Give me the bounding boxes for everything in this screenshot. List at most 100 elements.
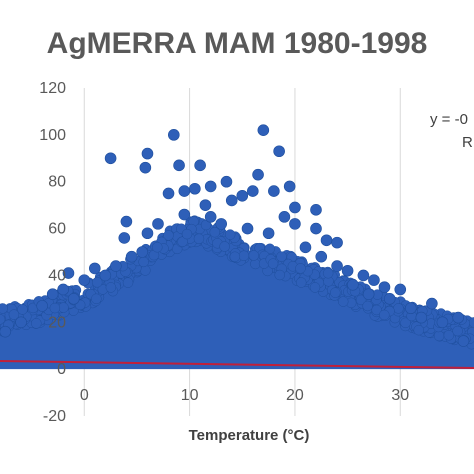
scatter-point [46, 288, 59, 300]
scatter-point [452, 325, 463, 337]
scatter-point [139, 161, 152, 174]
scatter-point [331, 236, 343, 249]
scatter-point [136, 246, 148, 258]
scatter-point [163, 230, 174, 241]
scatter-point [120, 215, 133, 228]
scatter-point [331, 260, 343, 272]
scatter-point [341, 264, 354, 277]
scatter-point [309, 282, 321, 293]
scatter-point [118, 232, 131, 244]
scatter-point [15, 316, 27, 329]
scatter-point [125, 250, 138, 263]
x-axis-ticks: 0 10 20 30 [80, 387, 409, 404]
scatter-point [337, 296, 349, 307]
scatter-point [0, 325, 12, 338]
scatter-point [225, 194, 238, 207]
plot-area [0, 88, 474, 416]
scatter-point [215, 218, 227, 230]
y-tick-label: 80 [48, 174, 66, 191]
scatter-point [236, 189, 249, 202]
scatter-point [122, 277, 134, 288]
scatter-point [0, 303, 8, 314]
scatter-point [433, 330, 445, 342]
scatter-point [415, 311, 428, 324]
scatter-point [393, 303, 404, 314]
scatter-point [347, 278, 359, 291]
trendline-equation: y = -0 [430, 111, 468, 128]
scatter-point [378, 281, 391, 293]
scatter-point [362, 300, 373, 312]
scatter-point [400, 317, 411, 329]
scatter-point [78, 274, 91, 286]
scatter-point [268, 185, 280, 197]
scatter-point [394, 283, 407, 296]
scatter-point [238, 250, 250, 262]
x-tick-label: 0 [80, 387, 89, 404]
scatter-point [193, 233, 205, 245]
y-tick-label: 60 [48, 221, 66, 238]
scatter-point [278, 211, 291, 223]
scatter-point [368, 274, 380, 286]
dense-point-region [0, 228, 474, 370]
scatter-point [247, 185, 259, 197]
y-tick-label: 100 [39, 127, 66, 144]
scatter-point [140, 265, 151, 276]
scatter-point [152, 241, 163, 253]
scatter-point [452, 311, 465, 324]
scatter-point [189, 182, 201, 195]
scatter-points [0, 124, 470, 347]
chart-title: AgMERRA MAM 1980-1998 [47, 27, 428, 60]
scatter-point [162, 187, 175, 200]
scatter-point [229, 251, 241, 263]
scatter-point [8, 309, 20, 320]
scatter-point [204, 180, 217, 193]
scatter-point [219, 241, 230, 252]
x-tick-label: 10 [181, 387, 199, 404]
scatter-point [371, 304, 382, 316]
scatter-point [315, 250, 328, 263]
scatter-point [276, 251, 287, 262]
scatter-point [138, 256, 149, 268]
scatter-point [173, 159, 185, 172]
scatter-point [49, 302, 61, 314]
scatter-point [248, 250, 260, 261]
scatter-point [204, 211, 217, 223]
scatter-point [224, 229, 236, 240]
scatter-point [181, 228, 193, 240]
scatter-point [104, 152, 117, 165]
scatter-point [322, 267, 334, 279]
scatter-point [99, 269, 112, 282]
y-tick-label: 120 [39, 80, 66, 97]
scatter-point [141, 147, 154, 160]
scatter-point [141, 227, 154, 240]
scatter-point [357, 269, 370, 282]
y-tick-label: -20 [43, 408, 66, 425]
y-tick-label: 20 [48, 314, 66, 331]
scatter-point [89, 262, 101, 275]
scatter-point [209, 226, 221, 238]
scatter-point [178, 208, 191, 221]
scatter-point [262, 227, 275, 240]
trendline-line [0, 359, 474, 369]
scatter-point [110, 260, 122, 272]
scatter-point [220, 175, 233, 188]
y-tick-label: 40 [48, 267, 66, 284]
scatter-point [330, 287, 341, 298]
scatter-point [383, 293, 396, 305]
scatter-point [289, 218, 301, 230]
scatter-point [57, 283, 70, 296]
scatter-point [267, 258, 279, 269]
scatter-point [274, 269, 285, 281]
scatter-point [152, 218, 164, 230]
scatter-point [264, 243, 276, 255]
scatter-point [320, 234, 333, 247]
trendline [0, 359, 474, 369]
scatter-point [241, 222, 254, 235]
scatter-point [289, 201, 301, 214]
y-tick-label: 0 [57, 361, 66, 378]
y-axis-ticks: 120 100 80 60 40 20 0 -20 [39, 80, 66, 425]
scatter-point [252, 168, 264, 181]
scatter-point [295, 277, 307, 288]
scatter-point [299, 241, 312, 254]
